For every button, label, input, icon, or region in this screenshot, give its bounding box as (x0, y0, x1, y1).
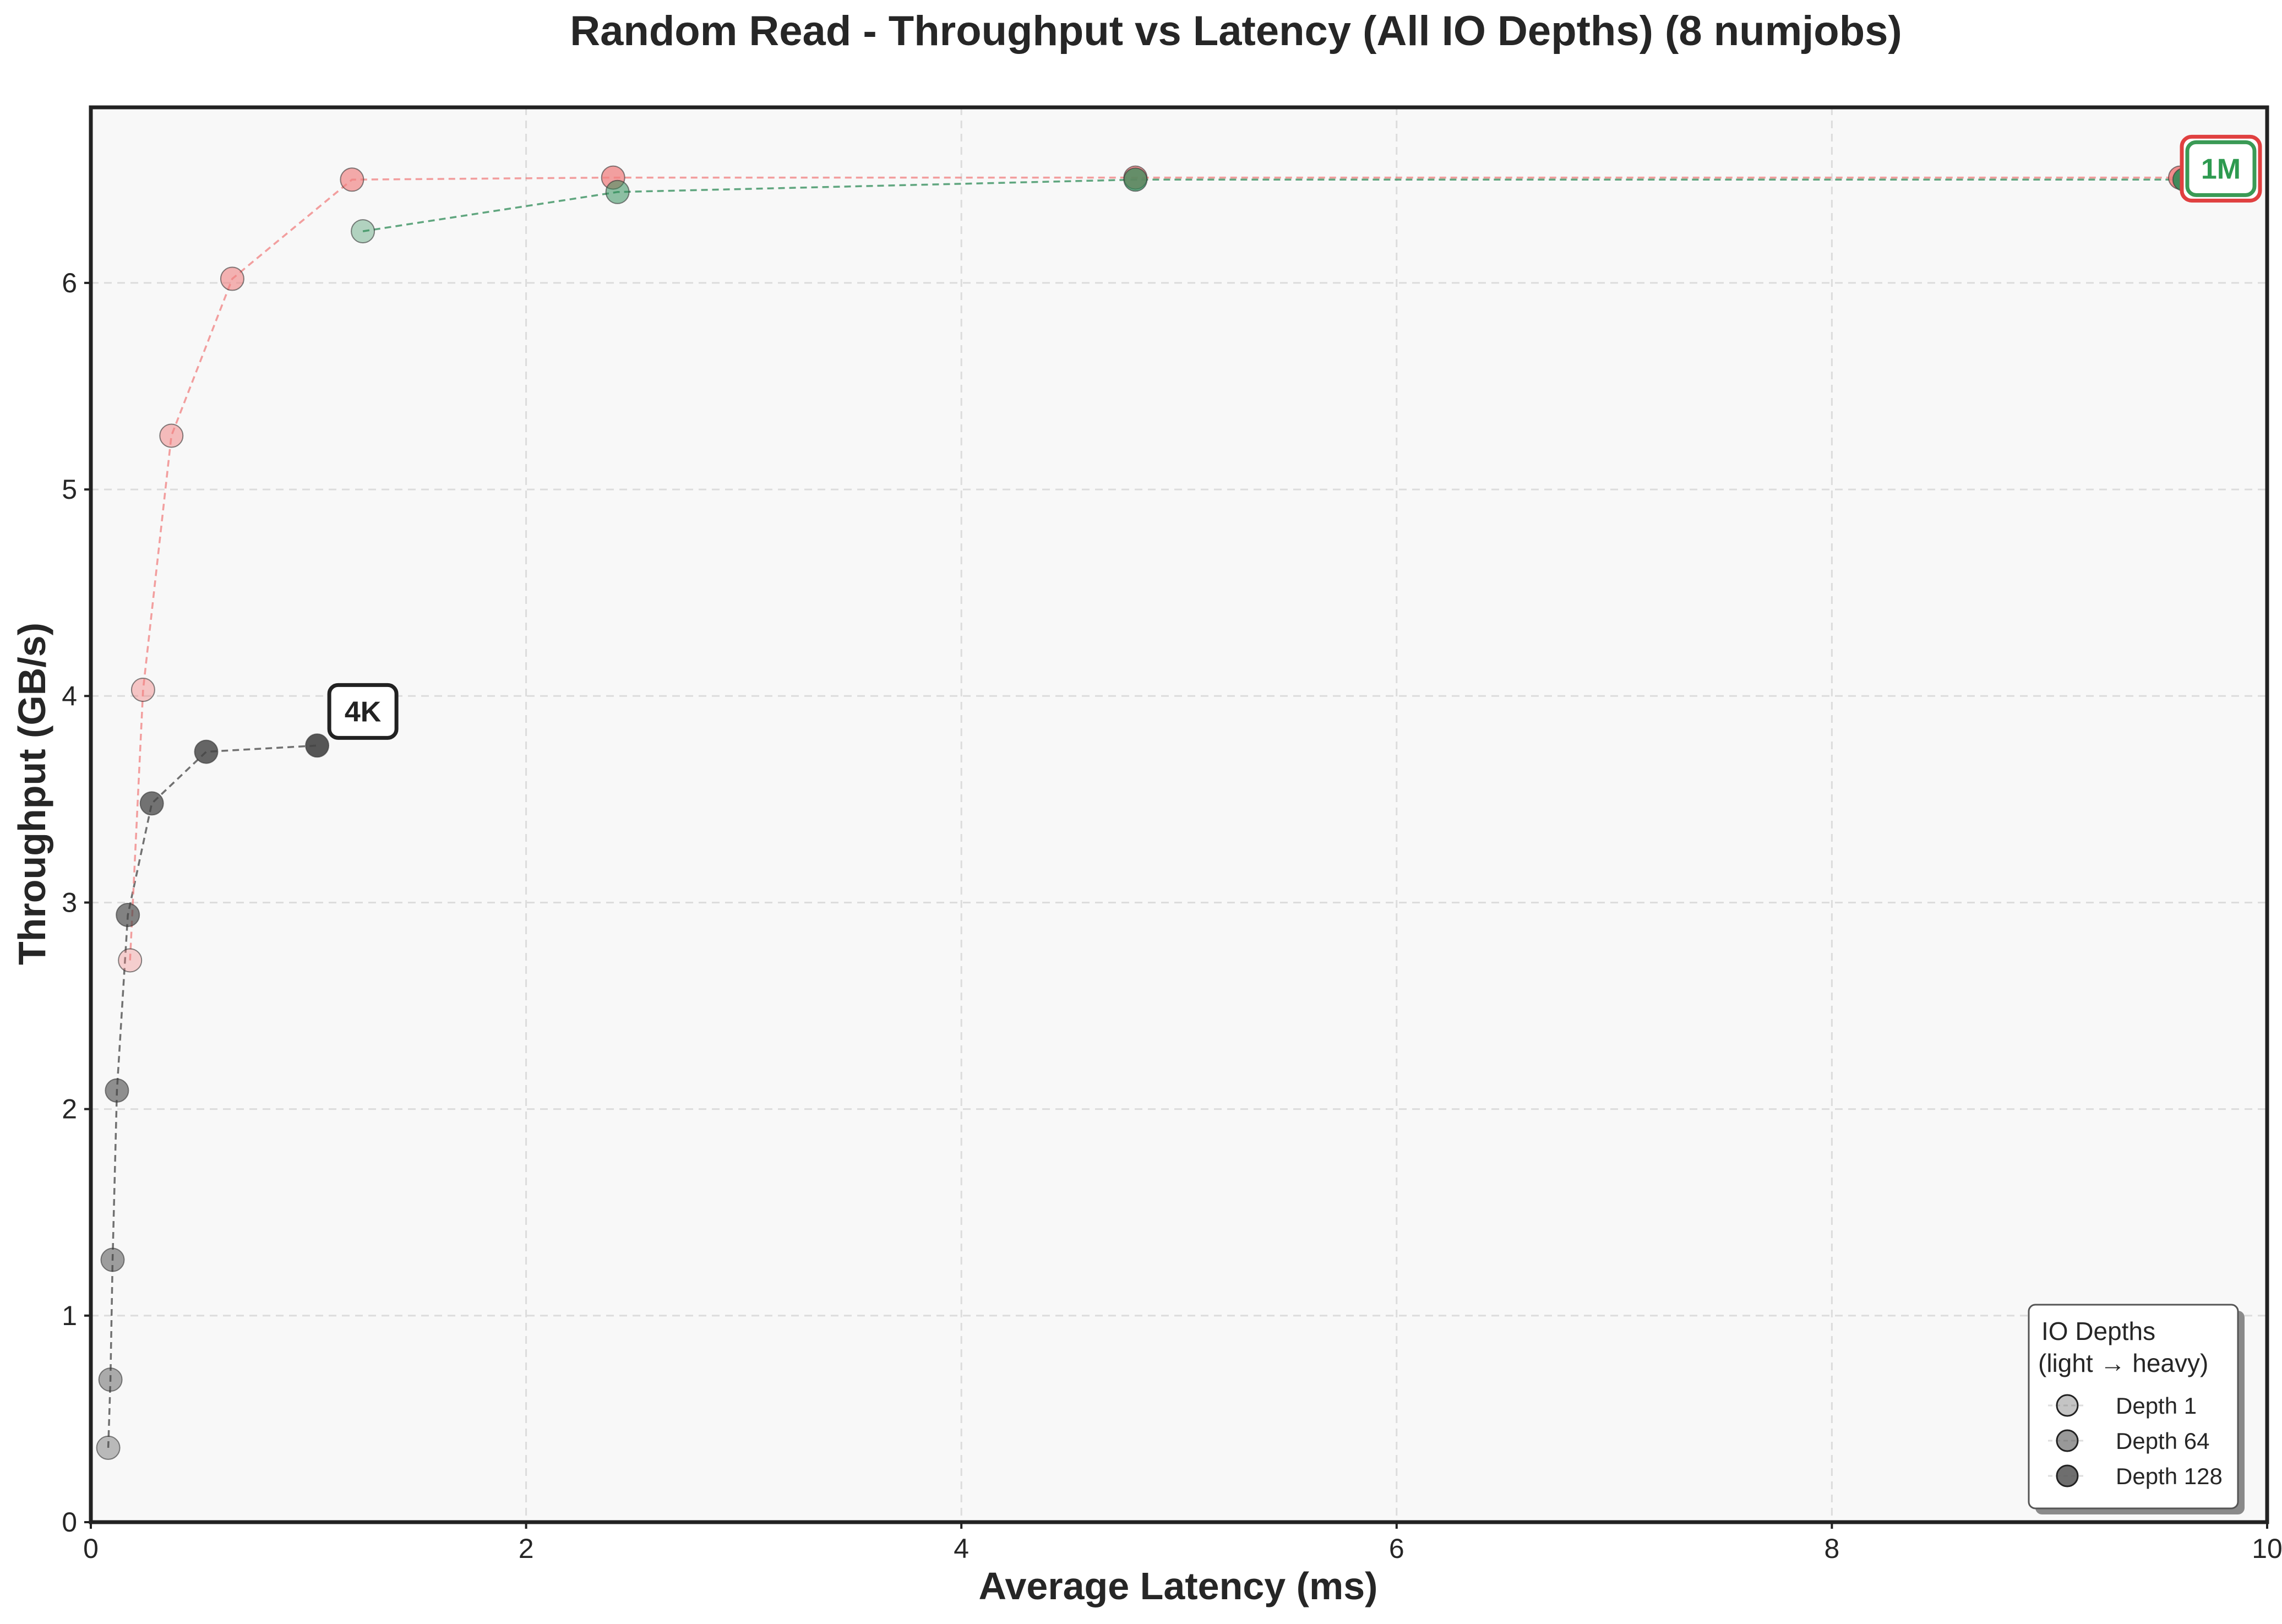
x-axis-label: Average Latency (ms) (979, 1565, 1378, 1607)
plot-frame (89, 105, 2269, 1524)
data-point (118, 948, 143, 973)
data-point (96, 1435, 121, 1460)
annotation-box (327, 683, 399, 740)
series-line-0 (107, 744, 318, 1448)
data-point (139, 791, 164, 816)
annotation-label: 1M (2201, 153, 2241, 185)
legend: IO Depths (light → heavy) Depth 1 Depth 6… (2028, 1304, 2245, 1514)
y-tick-label: 2 (62, 1094, 77, 1125)
annotation-label: 4K (345, 696, 382, 728)
x-tick-label: 10 (2252, 1533, 2282, 1564)
y-tick-label: 3 (62, 887, 77, 918)
data-point (130, 678, 155, 702)
y-tick-label: 1 (62, 1300, 77, 1331)
y-tick-label: 0 (62, 1507, 77, 1538)
data-point (351, 219, 375, 244)
plot-area (91, 107, 2267, 1522)
y-axis-label: Throughput (GB/s) (10, 623, 53, 965)
legend-subtitle: (light → heavy) (2038, 1349, 2208, 1377)
series-line-1 (129, 176, 2180, 961)
legend-label: Depth 128 (2116, 1463, 2223, 1489)
data-points (96, 165, 2197, 1460)
x-tick-label: 6 (1389, 1533, 1404, 1564)
legend-label: Depth 1 (2116, 1393, 2197, 1419)
annotation-box (2185, 140, 2257, 197)
x-tick-label: 4 (954, 1533, 969, 1564)
series-lines (107, 176, 2185, 1448)
series-line-2 (362, 178, 2185, 232)
x-tick-label: 8 (1824, 1533, 1839, 1564)
legend-box (2028, 1304, 2239, 1509)
x-tick-label: 0 (83, 1533, 99, 1564)
data-point (100, 1247, 125, 1272)
annotations: 4K 1M (327, 134, 2262, 740)
data-point (194, 739, 219, 764)
y-tick-label: 6 (62, 268, 77, 298)
data-point (220, 266, 244, 291)
legend-title: IO Depths (2041, 1317, 2155, 1345)
data-point (105, 1078, 129, 1103)
chart-title: Random Read - Throughput vs Latency (All… (570, 8, 1902, 55)
data-point (305, 733, 330, 758)
y-tick-label: 5 (62, 474, 77, 505)
legend-marker (2056, 1464, 2079, 1487)
data-point (1123, 167, 1148, 192)
legend-items: Depth 1 Depth 64 Depth 128 (2048, 1393, 2223, 1489)
legend-marker (2056, 1394, 2079, 1417)
grid (90, 107, 2268, 1523)
data-point (605, 179, 630, 204)
y-tick-label: 4 (62, 680, 77, 711)
legend-marker (2056, 1429, 2079, 1452)
data-point (98, 1367, 123, 1392)
legend-label: Depth 64 (2116, 1428, 2209, 1454)
x-tick-label: 2 (519, 1533, 534, 1564)
data-point (116, 903, 140, 927)
data-point (159, 423, 184, 448)
data-point (340, 167, 364, 192)
axis-ticks: 0 2 4 6 8 10 0 1 2 3 4 5 6 (62, 268, 2282, 1564)
